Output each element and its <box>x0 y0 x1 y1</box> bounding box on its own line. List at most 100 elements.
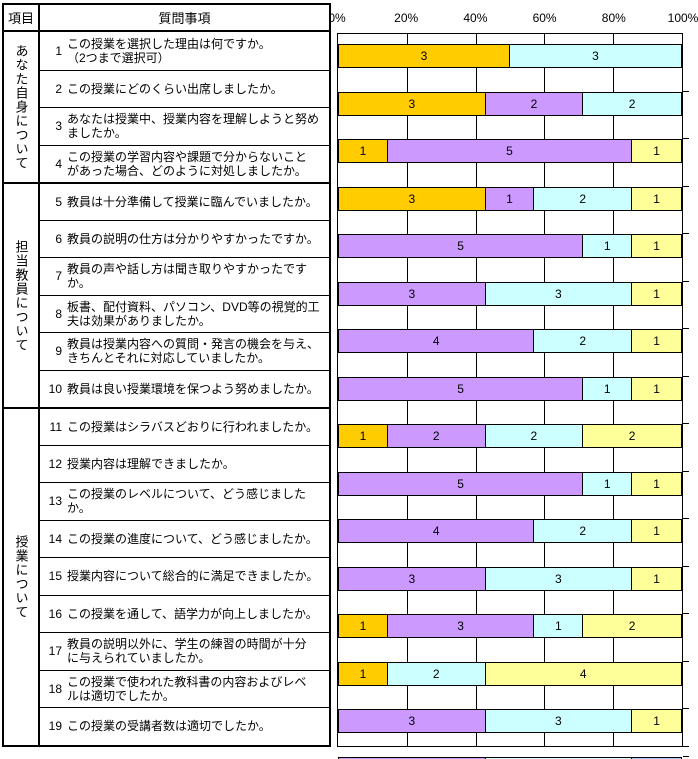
bar-segment-yellow: 1 <box>632 472 681 495</box>
category-label-text: 担当教員について <box>13 239 29 352</box>
question-number: 13 <box>48 494 62 509</box>
question-row-14: 14 この授業の進度について、どう感じましたか。 <box>40 519 329 558</box>
question-row-1: 1 この授業を選択した理由は何ですか。 （2つまで選択可） <box>40 32 329 70</box>
bar-segment-purple: 2 <box>387 425 486 447</box>
question-row-11: 11 この授業はシラバスどおりに行われましたか。 <box>40 407 329 445</box>
axis-tick <box>683 375 689 377</box>
axis-tick <box>683 233 689 234</box>
axis-tick-label: 0% <box>328 11 346 25</box>
question-column-header: 質問事項 <box>158 11 211 26</box>
question-row-6: 6 教員の説明の仕方は分かりやすかったですか。 <box>40 219 329 258</box>
axis-tick <box>683 423 689 424</box>
axis-tick-label: 100% <box>667 11 698 25</box>
question-text: 授業内容について総合的に満足できましたか。 <box>67 569 319 584</box>
question-number: 19 <box>48 719 62 734</box>
question-text: 教員は十分準備して授業に臨んでいましたか。 <box>67 194 318 209</box>
question-number: 18 <box>48 681 62 696</box>
bar-segment-cyan: 3 <box>485 282 633 305</box>
question-text: 板書、配付資料、パソコン、DVD等の視覚的工 夫は効果がありましたか。 <box>67 299 320 328</box>
axis-tick-label: 60% <box>532 11 557 25</box>
bar-segment-purple: 5 <box>339 235 584 257</box>
axis-tick <box>683 755 689 757</box>
axis-tick-label: 80% <box>601 11 626 25</box>
bar-segment-cyan: 2 <box>387 662 486 685</box>
question-column: 1 この授業を選択した理由は何ですか。 （2つまで選択可） 2 この授業にどのくらい出… <box>40 32 329 745</box>
question-text: この授業はシラバスどおりに行われましたか。 <box>67 419 319 434</box>
axis-tick <box>683 138 689 139</box>
question-number: 11 <box>49 419 62 434</box>
bar-row-16: 331 <box>338 755 689 759</box>
question-row-13: 13 この授業のレベルについて、どう感じましたか。 <box>40 482 329 520</box>
bar-segment-cyan: 1 <box>583 377 633 400</box>
question-text: あなたは授業中、授業内容を理解しようと努め ましたか。 <box>67 112 320 141</box>
category-label-3: 授業について <box>4 407 38 745</box>
bar-segment-gold: 3 <box>339 45 510 67</box>
bar-segment-purple: 5 <box>339 472 584 495</box>
question-text: この授業で使われた教科書の内容およびレベ ルは適切でしたか。 <box>67 674 307 703</box>
bar-segment-cyan: 3 <box>485 757 633 759</box>
axis-tick <box>683 565 689 567</box>
question-number: 10 <box>48 381 62 396</box>
question-number: 15 <box>48 569 62 584</box>
question-number: 3 <box>55 119 62 134</box>
question-number: 6 <box>55 231 62 246</box>
axis-tick <box>683 185 689 187</box>
bar-segment-yellow: 1 <box>632 330 681 352</box>
question-row-17: 17 教員の説明以外に、学生の練習の時間が十分 に与えられていましたか。 <box>40 632 329 670</box>
question-row-15: 15 授業内容について総合的に満足できましたか。 <box>40 557 329 595</box>
bar-segment-yellow: 1 <box>632 140 681 162</box>
category-column: あなた自身について担当教員について授業について <box>4 32 40 745</box>
question-text: 授業内容は理解できましたか。 <box>67 456 235 471</box>
question-text: この授業の進度について、どう感じましたか。 <box>67 531 318 546</box>
bar-segment-yellow: 1 <box>632 520 681 542</box>
question-text: この授業にどのくらい出席しましたか。 <box>67 81 283 96</box>
bar-segment-purple: 3 <box>339 710 486 732</box>
question-text: 教員の声や話し方は聞き取りやすかったですか。 <box>67 262 308 291</box>
bar-segment-blue: 1 <box>632 757 681 759</box>
bar-segment-cyan: 1 <box>534 615 584 637</box>
question-row-8: 8 板書、配付資料、パソコン、DVD等の視覚的工 夫は効果がありましたか。 <box>40 294 329 333</box>
table-header-row: 項目 質問事項 <box>4 5 329 32</box>
question-number: 17 <box>48 644 62 659</box>
bar-segment-yellow: 1 <box>632 567 681 590</box>
bar-segment-cyan: 2 <box>534 187 633 210</box>
bar-segment-gold: 3 <box>339 92 486 115</box>
question-number: 2 <box>55 81 62 96</box>
bar-segment-cyan: 3 <box>485 567 633 590</box>
bar-segment-cyan: 2 <box>534 520 633 542</box>
axis-tick <box>683 518 689 519</box>
category-label-1: あなた自身について <box>4 32 38 182</box>
bar-segment-gold: 1 <box>339 662 388 685</box>
bar-segment-gold: 3 <box>339 187 486 210</box>
question-row-18: 18 この授業で使われた教科書の内容およびレベ ルは適切でしたか。 <box>40 669 329 708</box>
question-row-9: 9 教員は授業内容への質問・発言の機会を与え、 きちんとそれに対応していましたか。 <box>40 332 329 370</box>
category-label-text: あなた自身について <box>13 44 29 170</box>
bar-segment-yellow: 1 <box>632 377 681 400</box>
question-number: 9 <box>55 344 62 359</box>
question-row-7: 7 教員の声や話し方は聞き取りやすかったですか。 <box>40 257 329 295</box>
bar-segment-purple: 1 <box>485 187 535 210</box>
axis-tick <box>683 280 689 282</box>
